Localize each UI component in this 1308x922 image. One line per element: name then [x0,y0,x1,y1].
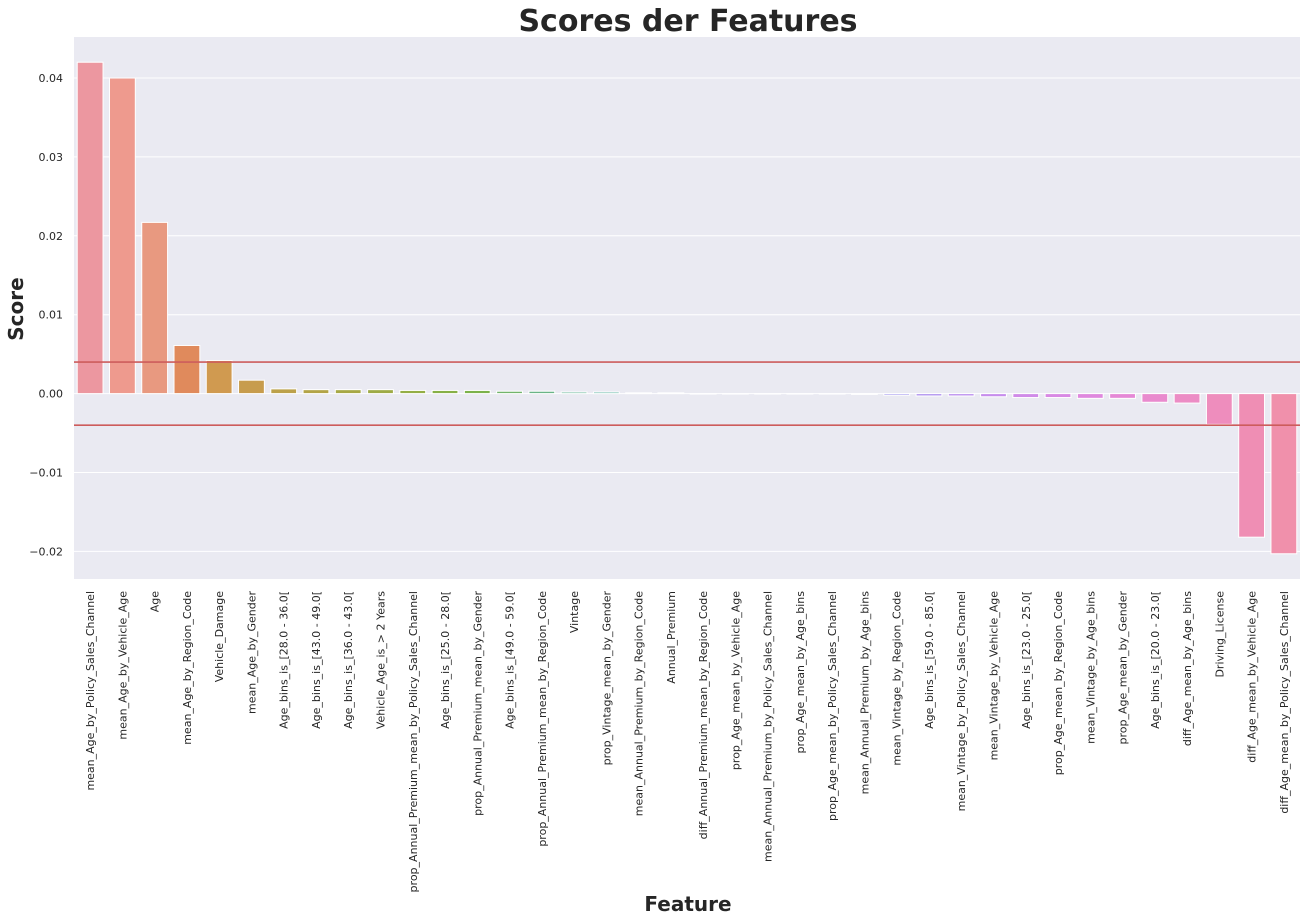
y-tick-label: 0.01 [39,309,64,322]
bar [1076,393,1104,399]
x-tick-label: Vehicle_Age_is_> 2 Years [375,591,388,729]
x-tick-label: Vehicle_Damage [213,591,226,682]
bar [947,393,975,397]
x-axis-label: Feature [644,892,731,916]
bar [463,389,491,395]
y-tick-label: −0.01 [29,466,63,479]
x-tick-label: mean_Annual_Premium_by_Age_bins [858,591,871,795]
y-tick-label: 0.00 [39,388,64,401]
x-tick-label: Age_bins_is_[43.0 - 49.0[ [310,591,323,729]
bar [496,390,523,395]
bars [76,61,1298,555]
x-tick-label: diff_Age_mean_by_Policy_Sales_Channel [1278,591,1291,814]
bar [915,393,943,397]
bar [689,393,717,395]
y-tick-label: 0.04 [39,72,64,85]
threshold-lines [74,361,1300,426]
x-tick-label: mean_Age_by_Policy_Sales_Channel [84,591,97,791]
x-tick-label: Age [149,591,162,613]
bar [818,393,846,395]
x-tick-label: Annual_Premium [665,591,678,684]
bar [592,391,620,395]
y-axis-label: Score [4,277,28,340]
bar [1109,393,1136,399]
bar [205,359,233,395]
plot-area [74,37,1300,579]
bar [173,344,201,395]
x-tick-label: mean_Annual_Premium_by_Policy_Sales_Chan… [762,591,775,862]
bar [367,389,394,395]
x-tick-label: Age_bins_is_[20.0 - 23.0[ [1149,591,1162,729]
bar [399,389,427,395]
x-tick-label: mean_Age_by_Vehicle_Age [116,591,129,740]
bar [1270,393,1298,555]
bar [625,392,653,395]
bar [1205,393,1233,425]
x-tick-label: prop_Age_mean_by_Gender [1117,591,1130,745]
x-tick-label: Vintage [568,591,581,633]
bar [786,393,814,395]
x-tick-label: mean_Vintage_by_Vehicle_Age [988,591,1001,761]
x-tick-label: Driving_License [1213,591,1226,678]
bar [754,393,782,395]
bar [238,379,265,395]
x-tick-label: Age_bins_is_[59.0 - 85.0[ [923,591,936,729]
x-tick-label: Age_bins_is_[28.0 - 36.0[ [278,591,291,729]
x-tick-label: prop_Age_mean_by_Policy_Sales_Channel [826,591,839,821]
x-tick-label: prop_Age_mean_by_Vehicle_Age [729,591,742,770]
bar [270,388,298,395]
bar [528,390,556,395]
bar [1012,393,1040,399]
y-tick-labels: 0.04 0.03 0.02 0.01 0.00 −0.01 −0.02 [29,72,63,558]
bar [141,221,169,395]
x-tick-label: diff_Age_mean_by_Vehicle_Age [1246,591,1259,763]
x-tick-label: Age_bins_is_[49.0 - 59.0[ [504,591,517,729]
y-tick-label: 0.02 [39,230,64,243]
bar [883,393,911,396]
x-tick-label: mean_Vintage_by_Policy_Sales_Channel [955,591,968,811]
bar [1238,393,1266,538]
bar [980,393,1007,398]
x-tick-label: diff_Age_mean_by_Age_bins [1181,591,1194,746]
x-tick-label: diff_Annual_Premium_mean_by_Region_Code [697,591,710,840]
x-tick-labels: mean_Age_by_Policy_Sales_Channel mean_Age… [84,591,1291,893]
bar [851,393,878,395]
x-tick-label: Age_bins_is_[23.0 - 25.0[ [1020,591,1033,729]
bar [108,77,136,395]
x-tick-label: mean_Age_by_Region_Code [181,591,194,745]
bar [431,389,459,395]
x-tick-label: prop_Annual_Premium_mean_by_Region_Code [536,591,549,847]
chart-title: Scores der Features [518,4,857,39]
bar [1044,393,1072,399]
x-tick-label: prop_Annual_Premium_mean_by_Policy_Sales… [407,591,420,892]
bar [657,392,685,395]
bar [76,61,104,395]
x-tick-label: Age_bins_is_[36.0 - 43.0[ [342,591,355,729]
y-tick-label: 0.03 [39,151,64,164]
bar [1141,393,1169,403]
x-tick-label: prop_Annual_Premium_mean_by_Gender [471,591,484,816]
x-tick-label: mean_Vintage_by_Age_bins [1084,591,1097,744]
bar [721,393,749,395]
x-tick-label: prop_Vintage_mean_by_Gender [600,591,613,766]
x-tick-label: mean_Annual_Premium_by_Region_Code [633,591,646,816]
x-tick-label: Age_bins_is_[25.0 - 28.0[ [439,591,452,729]
x-tick-label: mean_Age_by_Gender [245,591,258,714]
y-tick-label: −0.02 [29,545,63,558]
x-tick-label: prop_Age_mean_by_Region_Code [1052,591,1065,775]
bar [1173,393,1201,404]
bar [334,389,362,395]
x-tick-label: prop_Age_mean_by_Age_bins [794,591,807,754]
x-tick-label: mean_Vintage_by_Region_Code [891,591,904,766]
bar [302,389,330,395]
bar [560,391,588,395]
